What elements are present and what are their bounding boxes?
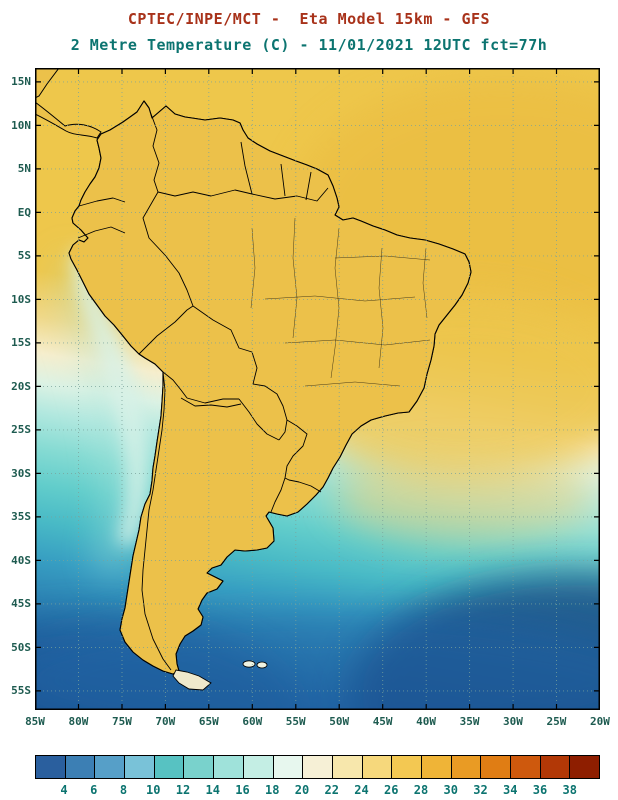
colorbar-scale-labels: 4 6 8 10 12 14 16 18 20 22 24 26 28 30 3…	[52, 783, 582, 797]
colorbar-value: 8	[119, 783, 128, 797]
colorbar-cell	[540, 756, 571, 778]
colorbar-value: 18	[265, 783, 280, 797]
colorbar-cell	[243, 756, 274, 778]
lon-label: 50W	[329, 715, 350, 728]
tierra-del-fuego	[172, 669, 212, 691]
falkland-islands	[242, 660, 268, 669]
colorbar-cell	[451, 756, 482, 778]
map-frame-border	[35, 68, 600, 710]
lat-label: 40S	[11, 553, 31, 567]
colorbar-cell	[95, 756, 126, 778]
colorbar-value: 34	[503, 783, 518, 797]
colorbar-cell	[303, 756, 333, 778]
colorbar-cell	[511, 756, 541, 778]
lat-label: 25S	[11, 423, 31, 436]
colorbar-value: 4	[60, 783, 68, 797]
map-canvas	[35, 68, 600, 710]
colorbar-value: 24	[354, 783, 369, 797]
frame-ticks	[36, 69, 599, 709]
longitude-axis: 85W 80W 75W 70W 65W 60W 55W 50W 45W 40W …	[14, 715, 618, 728]
lat-label: EQ	[17, 205, 31, 219]
colorbar-cell	[332, 756, 363, 778]
colorbar-value: 22	[324, 783, 339, 797]
lon-label: 40W	[416, 715, 437, 728]
colorbar-cell	[125, 756, 155, 778]
lon-label: 35W	[459, 715, 480, 728]
lon-label: 55W	[285, 715, 306, 728]
lat-label: 50S	[11, 640, 31, 654]
colorbar-value: 16	[235, 783, 250, 797]
colorbar-value: 32	[473, 783, 488, 797]
colorbar-cell	[273, 756, 304, 778]
lon-label: 70W	[155, 715, 176, 728]
lat-label: 55S	[11, 684, 31, 697]
lat-label: 15N	[11, 75, 31, 88]
colorbar-cell	[570, 756, 600, 778]
colorbar-value: 12	[175, 783, 191, 797]
lat-label: 30S	[11, 466, 31, 480]
lat-label: 10N	[11, 118, 31, 132]
lon-label: 60W	[242, 715, 263, 728]
colorbar-value: 20	[294, 783, 310, 797]
colorbar-value: 38	[562, 783, 577, 797]
latitude-axis: 15N 10N 5N EQ 5S 10S 15S 20S 25S 30S 35S…	[0, 75, 31, 698]
lat-label: 5S	[17, 249, 31, 262]
colorbar-cell	[214, 756, 244, 778]
temperature-colorbar	[35, 755, 600, 779]
colorbar-cell	[362, 756, 393, 778]
lon-label: 65W	[198, 715, 219, 728]
colorbar-value: 28	[413, 783, 429, 797]
lon-label: 25W	[546, 715, 567, 728]
lon-label: 75W	[111, 715, 132, 728]
colorbar-cell	[421, 756, 452, 778]
lon-label: 85W	[25, 715, 45, 728]
title-line-2: 2 Metre Temperature (C) - 11/01/2021 12U…	[70, 36, 548, 54]
title-line-1: CPTEC/INPE/MCT - Eta Model 15km - GFS	[127, 10, 491, 28]
colorbar-value: 36	[532, 783, 548, 797]
country-borders	[77, 113, 329, 671]
lat-label: 15S	[11, 336, 31, 349]
lon-label: 45W	[372, 715, 393, 728]
colorbar-cell	[36, 756, 66, 778]
lat-label: 5N	[17, 162, 31, 175]
lon-label: 20W	[589, 715, 610, 728]
gridlines	[35, 68, 600, 710]
colorbar-value: 30	[443, 783, 458, 797]
colorbar-cell	[481, 756, 511, 778]
lat-label: 20S	[11, 379, 31, 393]
lat-label: 35S	[11, 510, 31, 523]
lon-label: 80W	[68, 715, 89, 728]
colorbar-value: 10	[146, 783, 161, 797]
colorbar-cell	[184, 756, 215, 778]
map-area	[35, 68, 600, 710]
colorbar-cell	[392, 756, 422, 778]
lat-label: 45S	[11, 597, 31, 610]
central-america-land	[35, 68, 102, 139]
colorbar-cell	[65, 756, 96, 778]
colorbar-value: 6	[90, 783, 98, 797]
colorbar-value: 26	[384, 783, 399, 797]
lon-label: 30W	[503, 715, 523, 728]
colorbar-value: 14	[205, 783, 220, 797]
colorbar-cell	[154, 756, 185, 778]
lat-label: 10S	[11, 292, 31, 306]
